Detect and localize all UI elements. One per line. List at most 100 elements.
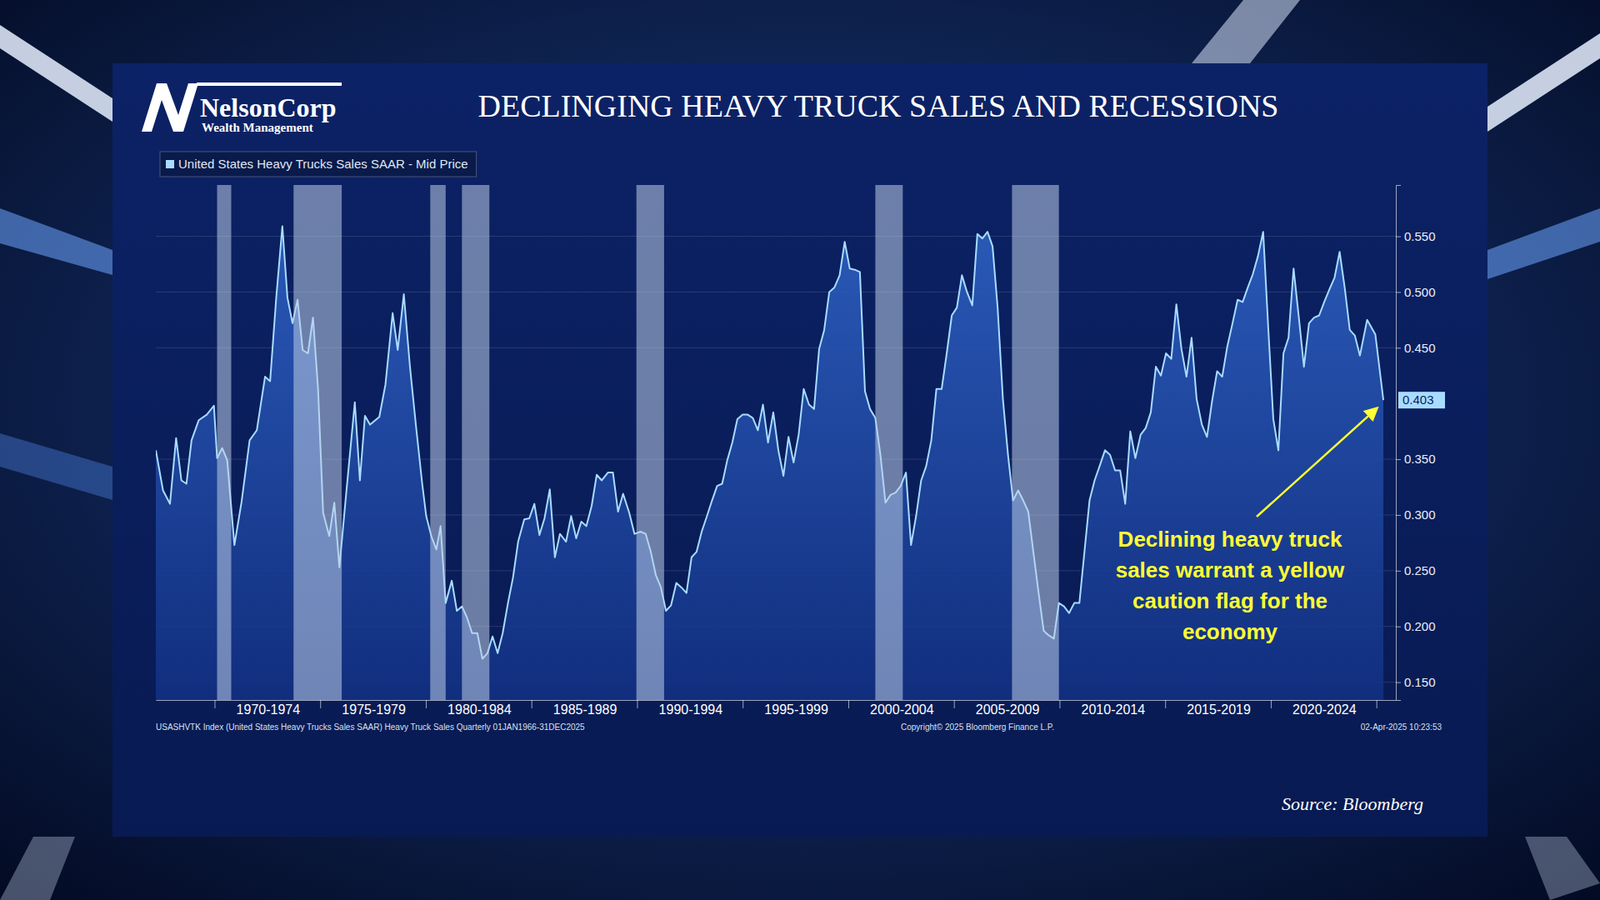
x-tick: 1980-1984 — [447, 700, 512, 717]
y-tick-label: 0.550 — [1404, 229, 1436, 244]
x-tick-label: 1995-1999 — [764, 702, 829, 717]
logo-text: NelsonCorp — [200, 92, 337, 123]
recession-band — [636, 185, 665, 700]
x-tick-separator — [1165, 700, 1166, 709]
decoration — [0, 0, 1600, 900]
y-axis: 0.150 0.200 0.250 0.300 0.350 0.450 0.500 0.550 — [1395, 185, 1436, 701]
x-tick: 1970-1974 — [236, 700, 301, 717]
light-beam — [1487, 33, 1600, 132]
logo: NelsonCorpWealth Management — [141, 83, 342, 135]
x-tick: 2010-2014 — [1081, 700, 1146, 717]
logo-mark — [141, 83, 199, 132]
x-axis: 1970-1974 1975-1979 1980-1984 1985-1989 1990… — [156, 700, 1397, 717]
y-tick-mark — [1395, 570, 1401, 572]
x-tick-label: 2015-2019 — [1186, 702, 1251, 717]
x-tick: 2015-2019 — [1186, 700, 1251, 717]
y-tick: 0.350 — [1395, 451, 1436, 466]
y-tick: 0.300 — [1395, 507, 1436, 522]
y-tick: 0.150 — [1395, 675, 1436, 690]
y-tick-label: 0.300 — [1404, 507, 1436, 522]
recession-band — [293, 185, 342, 700]
grid-line — [155, 347, 1396, 349]
y-tick-label: 0.500 — [1404, 285, 1436, 300]
logo-tagline: Wealth Management — [201, 120, 314, 135]
y-tick-label: 0.150 — [1404, 675, 1436, 690]
x-tick-separator — [1270, 700, 1272, 709]
light-beam — [0, 208, 113, 275]
annotation-arrow — [1256, 408, 1377, 517]
x-tick-separator — [1059, 700, 1060, 709]
recession-band — [461, 185, 490, 700]
light-beam — [1487, 208, 1600, 280]
x-tick: 1990-1994 — [659, 700, 724, 717]
x-tick-label: 1985-1989 — [553, 702, 618, 717]
y-tick-mark — [1395, 236, 1401, 238]
x-tick: 2020-2024 — [1292, 700, 1357, 717]
light-beam — [0, 433, 113, 500]
y-tick-mark — [1395, 515, 1401, 516]
annotation: Declining heavy truck sales warrant a yel… — [1115, 408, 1377, 645]
y-tick-label: 0.450 — [1404, 340, 1436, 355]
x-tick: 1975-1979 — [341, 700, 406, 717]
grid-line — [155, 235, 1396, 237]
light-beam — [0, 836, 75, 900]
x-tick-label: 2000-2004 — [870, 702, 935, 717]
logo-rule — [196, 82, 342, 86]
legend-swatch — [165, 160, 175, 169]
y-tick-label: 0.200 — [1404, 619, 1436, 634]
annotation-text: sales warrant a yellow — [1115, 557, 1345, 583]
y-tick: 0.500 — [1395, 285, 1436, 300]
background — [0, 0, 1600, 900]
x-tick-separator — [954, 700, 955, 709]
x-tick-separator — [848, 700, 850, 709]
x-tick: 2005-2009 — [975, 700, 1040, 717]
panel — [112, 63, 1488, 837]
x-tick-separator — [425, 700, 427, 709]
annotation-text: economy — [1182, 619, 1279, 645]
x-tick-label: 2005-2009 — [975, 702, 1040, 717]
x-tick-separator — [531, 700, 533, 709]
y-tick: 0.550 — [1395, 229, 1436, 244]
x-tick: 1985-1989 — [553, 700, 618, 717]
y-tick-mark — [1395, 347, 1401, 349]
recession-band — [217, 185, 232, 700]
title: DECLINGING HEAVY TRUCK SALES AND RECESSI… — [478, 88, 1280, 124]
annotation-text: caution flag for the — [1132, 588, 1328, 614]
x-tick-separator — [636, 700, 638, 709]
legend-label: United States Heavy Trucks Sales SAAR - … — [178, 156, 469, 171]
light-beam — [0, 25, 113, 122]
y-axis-line — [1396, 185, 1402, 701]
x-tick: 1995-1999 — [764, 700, 829, 717]
x-tick-label: 2020-2024 — [1292, 702, 1357, 717]
grid-line — [155, 291, 1396, 293]
footnote: USASHVTK Index (United States Heavy Truc… — [155, 722, 585, 732]
x-tick-separator — [1376, 700, 1378, 709]
y-tick-mark — [1395, 682, 1401, 684]
last-value-tag: 0.403 — [1398, 391, 1445, 409]
annotation-text: Declining heavy truck — [1118, 526, 1343, 552]
footnote: 02-Apr-2025 10:23:53 — [1360, 722, 1443, 732]
recession-band — [875, 185, 903, 700]
recession-band — [1011, 185, 1059, 700]
light-beam — [1191, 0, 1300, 64]
x-axis-line — [156, 700, 1397, 701]
y-tick: 0.200 — [1395, 619, 1436, 634]
x-tick-label: 1970-1974 — [236, 702, 301, 717]
x-tick-separator — [320, 700, 321, 709]
x-tick: 2000-2004 — [870, 700, 935, 717]
x-tick-separator — [742, 700, 744, 709]
y-tick: 0.250 — [1395, 563, 1436, 578]
legend: United States Heavy Trucks Sales SAAR - … — [160, 151, 477, 177]
y-tick-label: 0.250 — [1404, 563, 1436, 578]
x-tick-separator — [214, 700, 215, 709]
x-tick-label: 2010-2014 — [1081, 702, 1146, 717]
y-tick-mark — [1395, 291, 1401, 293]
last-value-box — [1398, 391, 1445, 409]
source: Source: Bloomberg — [1281, 793, 1424, 815]
y-tick-mark — [1395, 459, 1401, 460]
legend-box — [160, 151, 477, 177]
y-tick: 0.450 — [1395, 340, 1436, 355]
plot-data — [155, 185, 1384, 700]
light-beam — [1525, 836, 1600, 900]
footnote: Copyright© 2025 Bloomberg Finance L.P. — [900, 722, 1055, 732]
